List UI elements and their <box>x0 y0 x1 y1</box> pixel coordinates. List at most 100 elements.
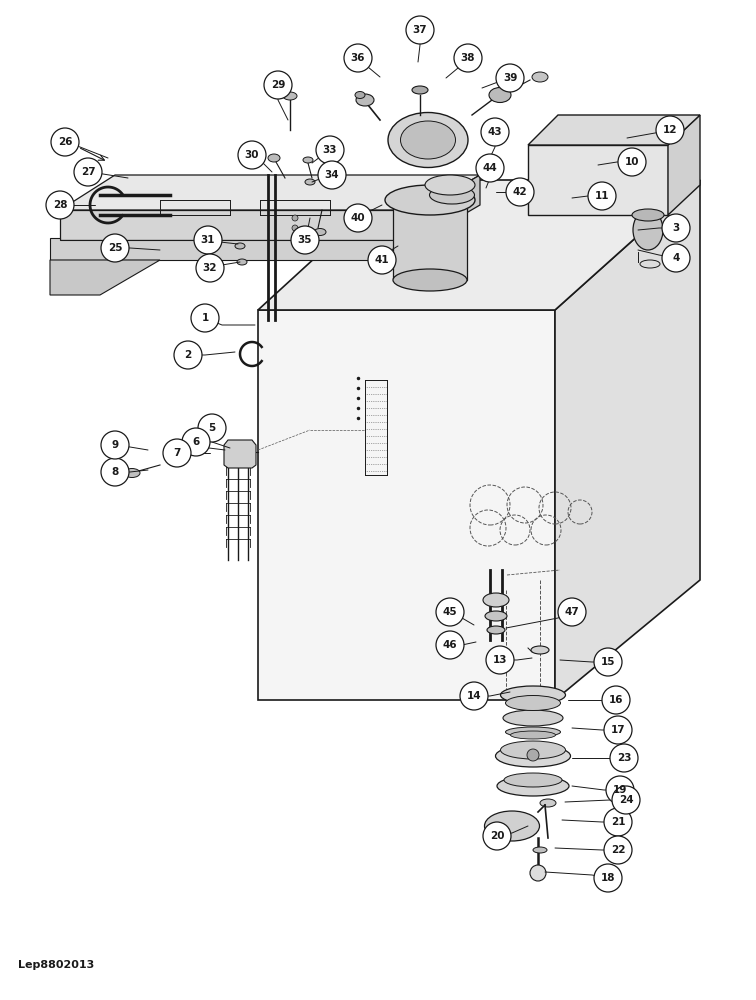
Text: 38: 38 <box>460 53 476 63</box>
Text: 22: 22 <box>611 845 625 855</box>
Polygon shape <box>258 180 700 310</box>
Text: 8: 8 <box>111 467 119 477</box>
Polygon shape <box>668 115 700 215</box>
Ellipse shape <box>640 260 660 268</box>
Ellipse shape <box>425 175 475 195</box>
Circle shape <box>101 234 129 262</box>
Ellipse shape <box>237 259 247 265</box>
Polygon shape <box>60 175 480 210</box>
Circle shape <box>594 864 622 892</box>
Text: 35: 35 <box>298 235 312 245</box>
Circle shape <box>182 428 210 456</box>
Text: 16: 16 <box>609 695 623 705</box>
Text: 37: 37 <box>413 25 427 35</box>
Polygon shape <box>224 440 256 468</box>
Circle shape <box>558 598 586 626</box>
Ellipse shape <box>314 229 326 235</box>
Text: 29: 29 <box>271 80 285 90</box>
Text: 26: 26 <box>57 137 73 147</box>
Text: 31: 31 <box>201 235 215 245</box>
Circle shape <box>51 128 79 156</box>
Text: 47: 47 <box>565 607 579 617</box>
Text: 45: 45 <box>443 607 457 617</box>
Ellipse shape <box>533 847 547 853</box>
Circle shape <box>191 304 219 332</box>
Circle shape <box>436 631 464 659</box>
Ellipse shape <box>385 185 475 215</box>
Circle shape <box>527 749 539 761</box>
Circle shape <box>602 686 630 714</box>
Circle shape <box>264 71 292 99</box>
Ellipse shape <box>124 468 140 478</box>
Text: 6: 6 <box>192 437 200 447</box>
Circle shape <box>74 158 102 186</box>
Ellipse shape <box>401 121 456 159</box>
Circle shape <box>656 116 684 144</box>
Polygon shape <box>50 238 420 260</box>
Circle shape <box>476 154 504 182</box>
Ellipse shape <box>483 593 509 607</box>
Text: 1: 1 <box>201 313 209 323</box>
Text: Lep8802013: Lep8802013 <box>18 960 95 970</box>
Circle shape <box>481 118 509 146</box>
Ellipse shape <box>388 112 468 167</box>
Text: 15: 15 <box>601 657 615 667</box>
Polygon shape <box>50 260 160 295</box>
Text: 41: 41 <box>375 255 389 265</box>
Text: 20: 20 <box>490 831 504 841</box>
Text: 23: 23 <box>617 753 631 763</box>
Circle shape <box>344 204 372 232</box>
Circle shape <box>594 648 622 676</box>
Text: 40: 40 <box>351 213 365 223</box>
Text: 7: 7 <box>173 448 181 458</box>
Text: 30: 30 <box>245 150 259 160</box>
Circle shape <box>496 64 524 92</box>
Text: 39: 39 <box>503 73 517 83</box>
Polygon shape <box>528 145 668 215</box>
Polygon shape <box>393 200 467 280</box>
Ellipse shape <box>235 243 245 249</box>
Circle shape <box>406 16 434 44</box>
Circle shape <box>662 244 690 272</box>
Text: 28: 28 <box>53 200 67 210</box>
Text: 4: 4 <box>672 253 680 263</box>
Circle shape <box>604 836 632 864</box>
Ellipse shape <box>412 86 428 94</box>
Ellipse shape <box>283 92 297 100</box>
Text: 42: 42 <box>513 187 528 197</box>
Text: 19: 19 <box>613 785 627 795</box>
Text: 36: 36 <box>351 53 365 63</box>
Text: 11: 11 <box>595 191 609 201</box>
Polygon shape <box>258 310 555 700</box>
Circle shape <box>101 431 129 459</box>
Polygon shape <box>60 210 420 240</box>
Circle shape <box>530 865 546 881</box>
Circle shape <box>163 439 191 467</box>
Circle shape <box>292 215 298 221</box>
Text: 12: 12 <box>663 125 677 135</box>
Text: 18: 18 <box>601 873 615 883</box>
Circle shape <box>368 246 396 274</box>
Text: 43: 43 <box>488 127 502 137</box>
Text: 25: 25 <box>108 243 122 253</box>
Text: 33: 33 <box>323 145 337 155</box>
Circle shape <box>194 226 222 254</box>
Ellipse shape <box>355 92 365 99</box>
Text: 10: 10 <box>624 157 640 167</box>
Circle shape <box>604 808 632 836</box>
Text: 9: 9 <box>111 440 119 450</box>
Ellipse shape <box>504 773 562 787</box>
Circle shape <box>618 148 646 176</box>
Circle shape <box>612 786 640 814</box>
Ellipse shape <box>500 741 565 759</box>
Ellipse shape <box>632 209 664 221</box>
Circle shape <box>198 414 226 442</box>
Ellipse shape <box>305 179 315 185</box>
Text: 34: 34 <box>324 170 339 180</box>
Polygon shape <box>528 115 700 145</box>
Text: 46: 46 <box>443 640 457 650</box>
Text: 5: 5 <box>209 423 215 433</box>
Ellipse shape <box>497 776 569 796</box>
Ellipse shape <box>531 646 549 654</box>
Ellipse shape <box>489 88 511 103</box>
